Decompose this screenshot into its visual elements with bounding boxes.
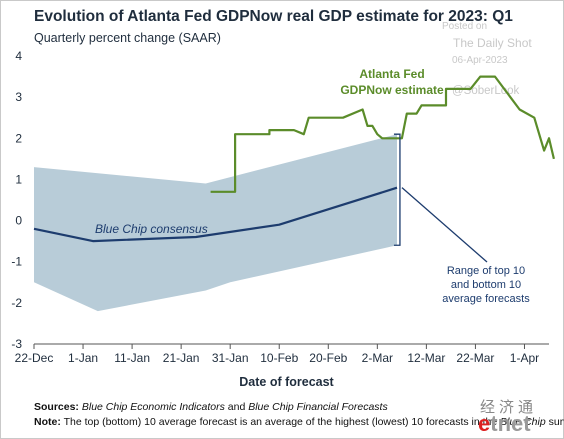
- note-blue-chip: Blue Chip: [500, 416, 546, 428]
- y-tick-label: -1: [11, 255, 22, 269]
- source-and: and: [224, 401, 249, 413]
- x-tick-label: 21-Jan: [163, 351, 200, 365]
- gdpnow-series-line: [210, 75, 555, 193]
- x-tick-label: 1-Apr: [510, 351, 539, 365]
- watermark-date: 06-Apr-2023: [452, 55, 508, 66]
- source-note: Sources: Blue Chip Economic Indicators a…: [34, 401, 388, 413]
- x-tick-label: 1-Jan: [68, 351, 98, 365]
- y-tick-label: -3: [11, 337, 22, 351]
- y-tick-label: 4: [15, 49, 22, 63]
- range-label: Range of top 10: [447, 265, 525, 277]
- watermark-source: The Daily Shot: [453, 36, 532, 50]
- x-tick-label: 22-Mar: [456, 351, 494, 365]
- watermark-posted-on: Posted on: [442, 21, 488, 32]
- range-leader-line: [401, 187, 488, 263]
- y-tick-label: 1: [15, 172, 22, 186]
- note-end: survey.: [548, 416, 564, 428]
- range-label-2: and bottom 10: [451, 279, 521, 291]
- gdpnow-label-2: GDPNow estimate: [340, 83, 444, 97]
- x-tick-label: 22-Dec: [15, 351, 54, 365]
- source-name-2: Blue Chip Financial Forecasts: [248, 401, 388, 413]
- source-label: Sources:: [34, 401, 79, 413]
- chart-title: Evolution of Atlanta Fed GDPNow real GDP…: [34, 8, 513, 25]
- y-tick-label: -2: [11, 296, 22, 310]
- blue-chip-consensus-line: [33, 186, 398, 243]
- x-tick-label: 31-Jan: [212, 351, 249, 365]
- etnet-logo-chinese: 经济通: [480, 398, 538, 416]
- blue-chip-label: Blue Chip consensus: [95, 222, 208, 236]
- forecast-range-band: [34, 134, 397, 312]
- x-tick-label: 20-Feb: [309, 351, 347, 365]
- y-tick-label: 0: [15, 214, 22, 228]
- y-tick-label: 2: [15, 131, 22, 145]
- x-tick-label: 2-Mar: [362, 351, 393, 365]
- etnet-logo-rest: tnet: [490, 411, 531, 436]
- footnote: Note: The top (bottom) 10 average foreca…: [34, 416, 564, 428]
- x-axis-title: Date of forecast: [239, 375, 334, 389]
- y-tick-label: 3: [15, 90, 22, 104]
- gdpnow-label: Atlanta Fed: [359, 67, 424, 81]
- x-tick-label: 11-Jan: [114, 351, 150, 365]
- x-tick-label: 10-Feb: [260, 351, 298, 365]
- range-bracket: [393, 133, 401, 246]
- chart-subtitle: Quarterly percent change (SAAR): [34, 31, 221, 45]
- x-tick-label: 12-Mar: [407, 351, 445, 365]
- etnet-logo-e: e: [478, 411, 491, 436]
- note-text: The top (bottom) 10 average forecast is …: [60, 416, 501, 428]
- range-label-3: average forecasts: [442, 293, 530, 305]
- source-name-1: Blue Chip Economic Indicators: [81, 401, 225, 413]
- note-label: Note:: [34, 416, 61, 428]
- etnet-logo: etnet: [478, 411, 531, 437]
